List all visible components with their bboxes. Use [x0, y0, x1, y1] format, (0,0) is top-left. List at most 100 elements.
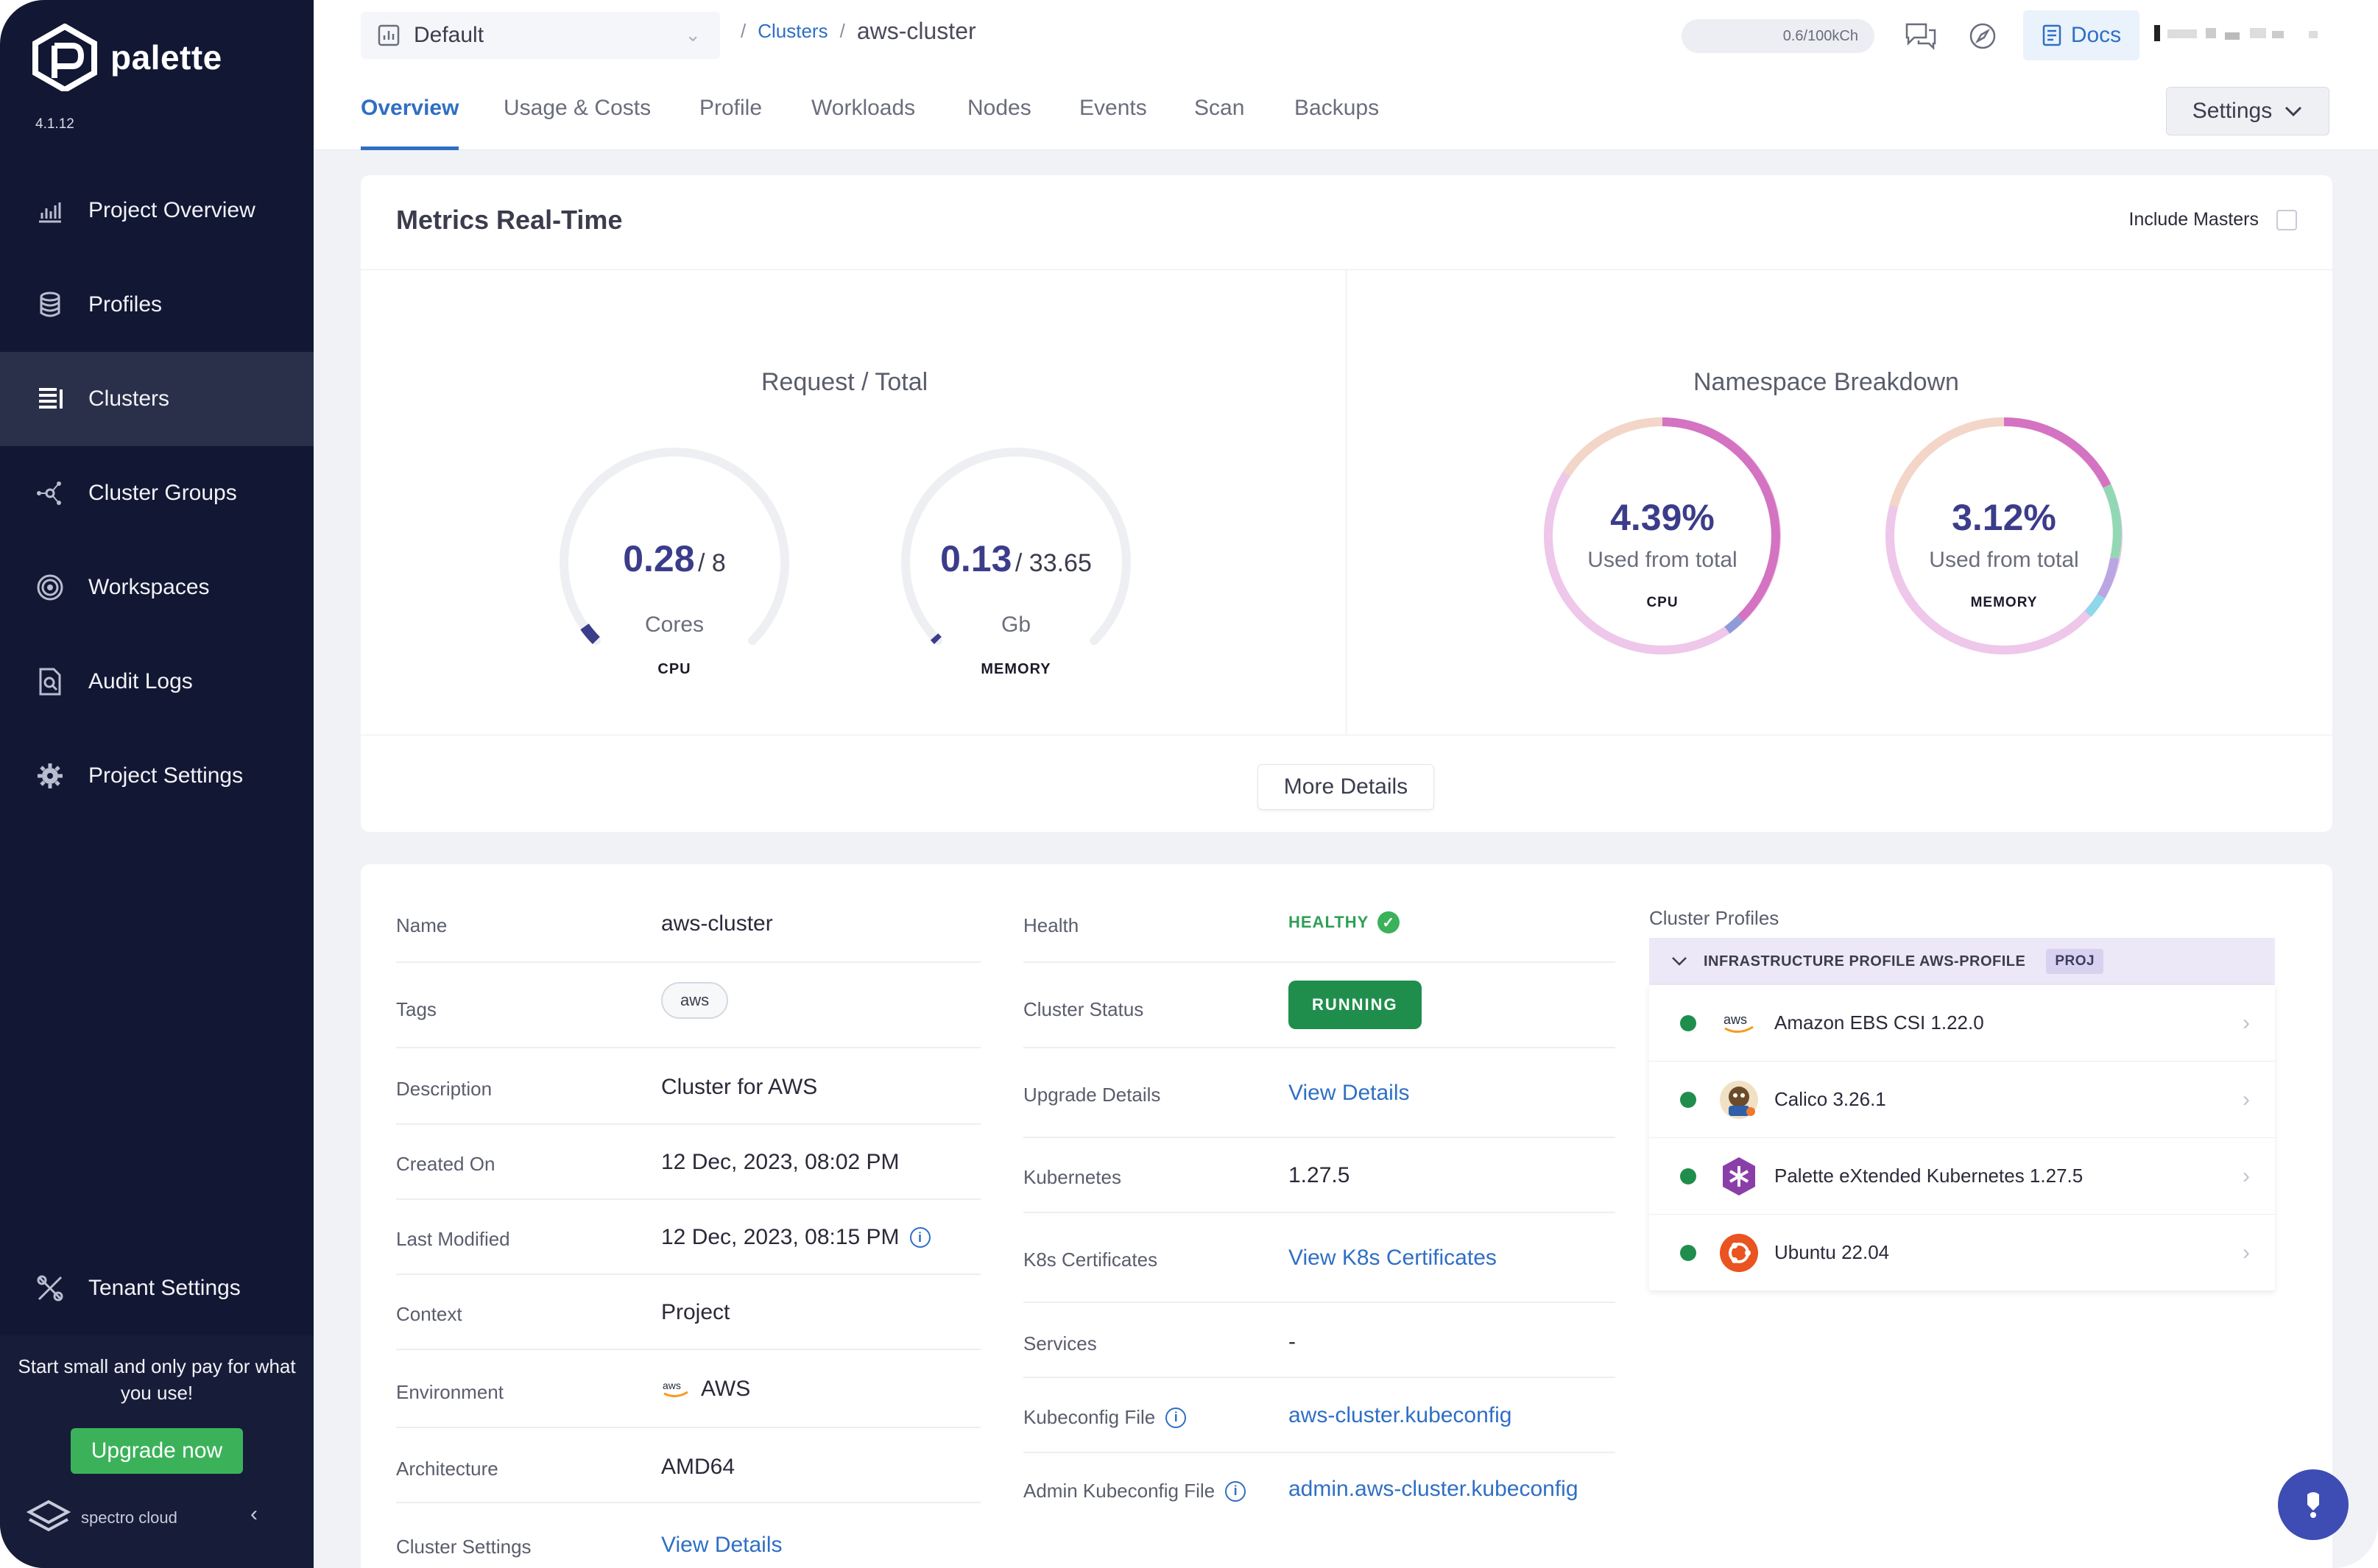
- cluster-status-value: RUNNING: [1288, 981, 1422, 1029]
- memory-value: 0.13 / 33.65: [891, 537, 1141, 580]
- divider: [361, 269, 2332, 270]
- settings-dropdown-button[interactable]: Settings: [2166, 87, 2329, 135]
- kubeconfig-link[interactable]: aws-cluster.kubeconfig: [1288, 1403, 1512, 1427]
- upgrade-details-link[interactable]: View Details: [1288, 1081, 1410, 1105]
- chevron-right-icon: ›: [2243, 1087, 2250, 1112]
- breadcrumb-separator: /: [839, 20, 845, 42]
- sidebar-item-clusters[interactable]: Clusters: [0, 352, 314, 446]
- tab-backups[interactable]: Backups: [1294, 96, 1380, 120]
- profile-layer-name: Ubuntu 22.04: [1774, 1241, 1890, 1263]
- detail-row-created-on: Created On 12 Dec, 2023, 08:02 PM: [396, 1125, 981, 1200]
- audit-icon: [35, 667, 65, 696]
- breadcrumb-current: aws-cluster: [856, 18, 976, 44]
- include-masters-checkbox[interactable]: [2276, 209, 2297, 230]
- profile-layer-item[interactable]: Ubuntu 22.04 ›: [1649, 1215, 2275, 1291]
- profile-group-name: INFRASTRUCTURE PROFILE AWS-PROFILE: [1704, 953, 2026, 970]
- aws-logo-icon: aws: [1718, 1003, 1760, 1044]
- profile-layer-item[interactable]: aws Amazon EBS CSI 1.22.0 ›: [1649, 985, 2275, 1062]
- detail-label: K8s Certificates: [1023, 1249, 1158, 1271]
- tag-pill[interactable]: aws: [661, 982, 729, 1019]
- tab-profile[interactable]: Profile: [699, 96, 763, 120]
- usage-meter[interactable]: 0.6/100kCh: [1682, 19, 1874, 53]
- project-selector[interactable]: Default ⌄: [361, 12, 720, 59]
- sidebar-item-profiles[interactable]: Profiles: [0, 258, 314, 352]
- detail-value: Cluster for AWS: [661, 1075, 818, 1099]
- profile-layer-name: Palette eXtended Kubernetes 1.27.5: [1774, 1165, 2084, 1187]
- chevron-right-icon: ›: [2243, 1010, 2250, 1035]
- detail-label: Context: [396, 1303, 462, 1325]
- namespace-cpu-label: CPU: [1646, 595, 1679, 610]
- donut-segment: [1662, 417, 1780, 622]
- cluster-groups-icon: [35, 478, 65, 508]
- help-chat-button[interactable]: [2278, 1469, 2349, 1540]
- check-icon: ✓: [1377, 911, 1400, 933]
- sidebar-item-project-settings[interactable]: Project Settings: [0, 729, 314, 823]
- tab-nodes[interactable]: Nodes: [967, 96, 1031, 120]
- cpu-gauge: [560, 448, 789, 646]
- tools-icon: [35, 1274, 65, 1303]
- status-dot: [1680, 1168, 1696, 1184]
- memory-total: / 33.65: [1015, 549, 1092, 577]
- detail-row-description: Description Cluster for AWS: [396, 1048, 981, 1125]
- sidebar-item-workspaces[interactable]: Workspaces: [0, 540, 314, 635]
- sidebar-item-project-overview[interactable]: Project Overview: [0, 163, 314, 258]
- profile-layer-item[interactable]: Palette eXtended Kubernetes 1.27.5 ›: [1649, 1138, 2275, 1215]
- tab-overview[interactable]: Overview: [361, 96, 459, 150]
- detail-label: Created On: [396, 1153, 495, 1175]
- promo-text: Start small and only pay for what you us…: [18, 1355, 296, 1404]
- chat-icon[interactable]: [1902, 18, 1939, 54]
- kubeconfig-label-group: Kubeconfig File i: [1023, 1406, 1187, 1429]
- tab-scan[interactable]: Scan: [1194, 96, 1245, 120]
- namespace-memory-label: MEMORY: [1970, 595, 2038, 610]
- namespace-memory-pct: 3.12%: [1952, 497, 2056, 538]
- upgrade-button[interactable]: Upgrade now: [71, 1428, 243, 1474]
- info-icon[interactable]: i: [909, 1227, 931, 1248]
- namespace-cpu-donut: [1544, 417, 1781, 654]
- spectro-cloud-label: spectro cloud: [81, 1508, 177, 1527]
- sidebar-nav: Project Overview Profiles Clusters Clust…: [0, 163, 314, 823]
- info-icon[interactable]: i: [1165, 1407, 1187, 1428]
- info-icon[interactable]: i: [1225, 1480, 1246, 1502]
- detail-row-services: Services -: [1023, 1303, 1615, 1378]
- compass-icon[interactable]: [1964, 18, 2001, 54]
- collapse-sidebar-icon[interactable]: ‹: [250, 1502, 258, 1526]
- help-icon: [2307, 1492, 2319, 1518]
- k8s-certificates-link[interactable]: View K8s Certificates: [1288, 1246, 1497, 1270]
- user-menu-icon[interactable]: [2154, 25, 2324, 43]
- detail-row-last-modified: Last Modified 12 Dec, 2023, 08:15 PM i: [396, 1200, 981, 1275]
- cluster-settings-link[interactable]: View Details: [661, 1533, 783, 1557]
- detail-row-cluster-status: Cluster Status RUNNING: [1023, 963, 1615, 1048]
- namespace-memory-sub: Used from total: [1929, 548, 2079, 572]
- sidebar-item-audit-logs[interactable]: Audit Logs: [0, 635, 314, 729]
- brand-logo[interactable]: palette: [32, 24, 222, 91]
- gear-icon: [35, 761, 65, 791]
- tab-usage-costs[interactable]: Usage & Costs: [504, 96, 652, 120]
- sidebar-item-label: Clusters: [88, 386, 170, 411]
- cluster-profiles-title: Cluster Profiles: [1649, 907, 1779, 929]
- divider: [1346, 269, 1347, 735]
- donut-segment: [1562, 417, 1663, 477]
- include-masters-toggle[interactable]: Include Masters: [2129, 209, 2297, 230]
- memory-label: MEMORY: [981, 661, 1051, 677]
- top-bar: Default ⌄ / Clusters / aws-cluster 0.6/1…: [314, 0, 2378, 74]
- profile-group-header[interactable]: INFRASTRUCTURE PROFILE AWS-PROFILE PROJ: [1649, 938, 2275, 985]
- donut-segment: [2003, 417, 2111, 488]
- sidebar-item-label: Profiles: [88, 292, 163, 317]
- chevron-down-icon: [1672, 957, 1687, 966]
- detail-label: Architecture: [396, 1458, 498, 1480]
- detail-label: Name: [396, 914, 448, 936]
- more-details-button[interactable]: More Details: [1257, 764, 1434, 810]
- environment-value: aws AWS: [661, 1377, 750, 1402]
- donut-segment: [2097, 557, 2119, 598]
- tab-events[interactable]: Events: [1079, 96, 1147, 120]
- docs-button[interactable]: Docs: [2023, 10, 2139, 60]
- tab-workloads[interactable]: Workloads: [811, 96, 916, 120]
- status-dot: [1680, 1014, 1696, 1031]
- profile-layer-item[interactable]: Calico 3.26.1 ›: [1649, 1062, 2275, 1138]
- sidebar-item-tenant-settings[interactable]: Tenant Settings: [0, 1241, 314, 1335]
- metrics-title: Metrics Real-Time: [396, 205, 623, 235]
- breadcrumb-clusters-link[interactable]: Clusters: [758, 20, 828, 42]
- sidebar-item-cluster-groups[interactable]: Cluster Groups: [0, 446, 314, 540]
- cluster-details-card: Name aws-cluster Tags aws Description Cl…: [361, 864, 2332, 1568]
- admin-kubeconfig-link[interactable]: admin.aws-cluster.kubeconfig: [1288, 1477, 1578, 1501]
